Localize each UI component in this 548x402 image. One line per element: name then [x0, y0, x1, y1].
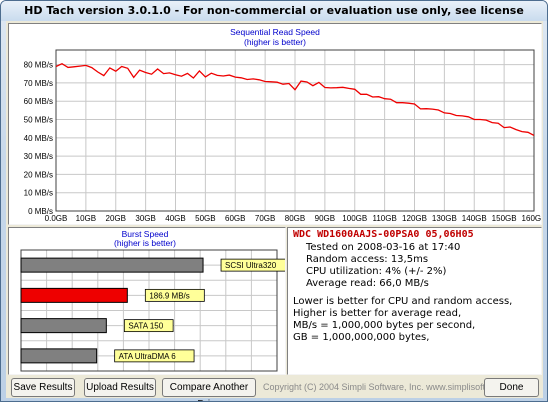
read-y-tick-label: 70 MB/s: [24, 79, 53, 88]
tested-on-text: Tested on 2008-03-16 at 17:40: [306, 242, 461, 253]
read-y-tick-label: 80 MB/s: [24, 61, 53, 70]
read-x-tick-label: 140GB: [462, 214, 487, 223]
read-x-tick-label: 50GB: [195, 214, 215, 223]
copyright-text: Copyright (C) 2004 Simpli Software, Inc.…: [263, 382, 525, 392]
save-results-button[interactable]: Save Results: [11, 378, 75, 397]
burst-chart-title: Burst Speed: [122, 229, 169, 239]
burst-bar: [20, 257, 204, 273]
window-title: HD Tach version 3.0.1.0 - For non-commer…: [1, 1, 547, 37]
read-chart-subtitle: (higher is better): [244, 37, 306, 47]
burst-bar-label: SCSI Ultra320: [225, 261, 277, 270]
note-line: GB = 1,000,000,000 bytes,: [293, 332, 430, 343]
read-x-tick-label: 80GB: [285, 214, 305, 223]
read-y-tick-label: 60 MB/s: [24, 97, 53, 106]
burst-bar: [20, 287, 128, 303]
read-chart-grid: [55, 50, 535, 212]
burst-bar-label: SATA 150: [128, 322, 163, 331]
burst-chart-bars: SCSI Ultra320 186.9 MB/s SATA 150 ATA Ultra…: [20, 257, 296, 364]
read-y-tick-label: 10 MB/s: [24, 189, 53, 198]
note-line: Higher is better for average read,: [293, 308, 462, 319]
burst-speed-panel: Burst Speed (higher is better) SCSI Ultr…: [8, 227, 296, 375]
average-read-text: Average read: 66,0 MB/s: [306, 278, 429, 289]
random-access-text: Random access: 13,5ms: [306, 254, 429, 265]
read-x-tick-label: 110GB: [372, 214, 396, 223]
read-chart-y-ticks: 0 MB/s 10 MB/s 20 MB/s 30 MB/s 40 MB/s 50 MB/…: [24, 61, 53, 216]
read-x-tick-label: 150GB: [492, 214, 517, 223]
burst-bar-label-box: [114, 349, 195, 363]
read-y-tick-label: 0 MB/s: [28, 207, 53, 216]
burst-bar-label: 186.9 MB/s: [149, 291, 189, 300]
read-x-tick-label: 10GB: [76, 214, 96, 223]
burst-bar-label-box: [123, 319, 174, 333]
burst-bar-label: ATA UltraDMA 6: [119, 352, 177, 361]
read-y-tick-label: 20 MB/s: [24, 170, 53, 179]
read-x-tick-label: 90GB: [315, 214, 335, 223]
sequential-read-panel: Sequential Read Speed (higher is better)…: [8, 23, 547, 225]
read-y-tick-label: 30 MB/s: [24, 152, 53, 161]
burst-speed-chart: Burst Speed (higher is better) SCSI Ultr…: [20, 229, 296, 372]
read-y-tick-label: 40 MB/s: [24, 134, 53, 143]
read-chart-plot-border: [55, 49, 535, 212]
read-x-tick-label: 100GB: [342, 214, 367, 223]
compare-another-drive-button[interactable]: Compare Another Drive: [162, 378, 256, 401]
read-x-tick-label: 120GB: [402, 214, 427, 223]
burst-bar: [20, 318, 107, 334]
sequential-read-chart: Sequential Read Speed (higher is better)…: [24, 27, 547, 223]
read-y-tick-label: 50 MB/s: [24, 116, 53, 125]
read-x-tick-label: 40GB: [165, 214, 185, 223]
read-x-tick-label: 70GB: [255, 214, 275, 223]
read-speed-series-line: [55, 62, 535, 136]
done-button[interactable]: Done: [484, 378, 539, 397]
read-x-tick-label: 60GB: [225, 214, 245, 223]
read-x-tick-label: 130GB: [432, 214, 457, 223]
read-x-tick-label: 20GB: [106, 214, 126, 223]
upload-results-button[interactable]: Upload Results: [84, 378, 156, 397]
note-line: MB/s = 1,000,000 bytes per second,: [293, 320, 476, 331]
read-chart-title: Sequential Read Speed: [230, 27, 320, 37]
read-chart-x-ticks: 0.0GB 10GB 20GB 30GB 40GB 50GB 60GB 70GB 80GB 90G…: [45, 214, 547, 223]
note-line: Lower is better for CPU and random acces…: [293, 296, 513, 307]
drive-model: WDC WD1600AAJS-00PSA0 05,06H05: [293, 229, 474, 240]
burst-chart-plot-border: [20, 249, 278, 372]
drive-info-panel: WDC WD1600AAJS-00PSA0 05,06H05 Tested on…: [287, 227, 542, 375]
cpu-utilization-text: CPU utilization: 4% (+/- 2%): [306, 266, 447, 277]
burst-bar-label-box: [144, 288, 205, 302]
read-x-tick-label: 0.0GB: [45, 214, 68, 223]
read-x-tick-label: 30GB: [135, 214, 155, 223]
burst-bar: [20, 348, 98, 364]
main-client-area: Sequential Read Speed (higher is better)…: [6, 21, 547, 401]
burst-chart-subtitle: (higher is better): [114, 238, 176, 248]
